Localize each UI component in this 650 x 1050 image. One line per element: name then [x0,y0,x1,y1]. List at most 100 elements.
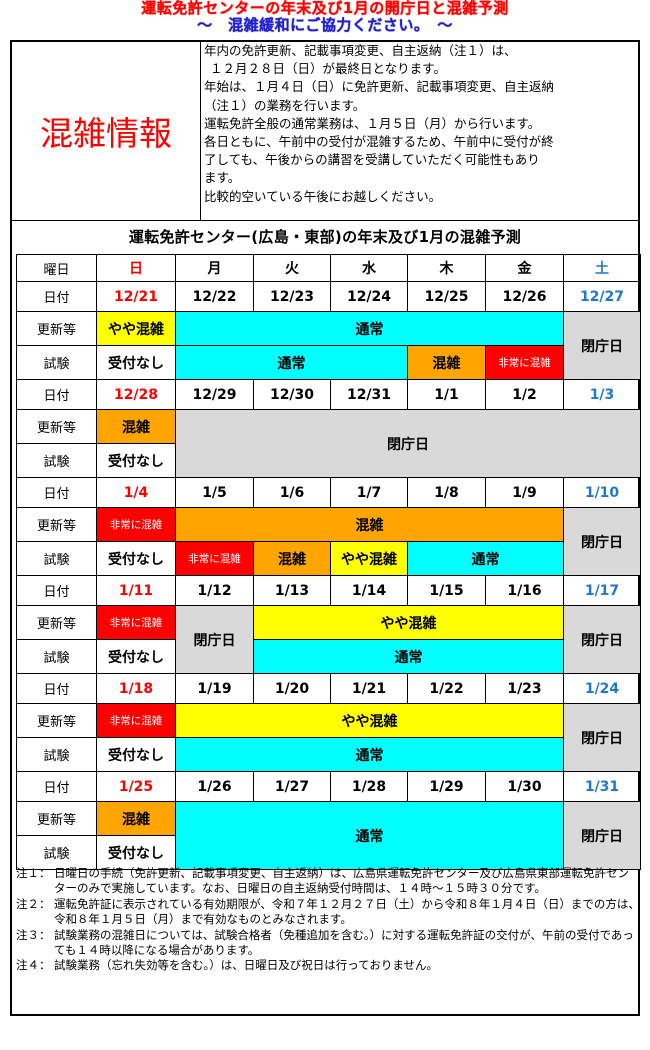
weekday-header: 金 [485,254,564,282]
date-cell: 12/22 [175,281,254,312]
status-somewhat-busy: やや混雑 [330,541,408,576]
date-cell: 1/5 [175,477,254,508]
status-closed: 閉庁日 [563,507,641,576]
date-cell: 1/2 [485,379,564,410]
status-very-busy: 非常に混雑 [485,345,564,380]
status-no-reception: 受付なし [96,443,176,478]
label-exam: 試験 [16,345,97,380]
date-cell: 1/18 [96,673,176,704]
status-busy: 混雑 [175,507,564,542]
date-cell: 1/11 [96,575,176,606]
status-no-reception: 受付なし [96,345,176,380]
date-cell: 1/21 [330,673,408,704]
info-line: ます。 [204,170,241,186]
date-cell: 1/25 [96,771,176,802]
divider [12,220,638,221]
date-cell: 1/6 [253,477,331,508]
status-busy: 混雑 [96,801,176,836]
date-cell: 1/29 [407,771,486,802]
status-closed: 閉庁日 [563,801,641,870]
page-title: 運転免許センターの年末及び1月の開庁日と混雑予測 [141,0,509,17]
date-cell: 12/24 [330,281,408,312]
table-title: 運転免許センター(広島・東部)の年末及び1月の混雑予測 [128,228,522,246]
label-renewal: 更新等 [16,311,97,346]
date-cell: 1/22 [407,673,486,704]
label-exam: 試験 [16,639,97,674]
notes: 注１： 日曜日の手続（免許更新、記載事項変更、自主返納）は、広島県運転免許センター… [16,866,640,974]
date-cell: 1/24 [563,673,641,704]
note-4: 注４： 試験業務（忘れ失効等を含む。）は、日曜日及び祝日は行っておりません。 [16,958,438,973]
date-cell: 1/23 [485,673,564,704]
status-somewhat-busy: やや混雑 [253,605,564,640]
label-renewal: 更新等 [16,605,97,640]
date-cell: 12/30 [253,379,331,410]
date-cell: 1/4 [96,477,176,508]
weekday-header: 水 [330,254,408,282]
label-exam: 試験 [16,541,97,576]
info-line: １２月２８日（日）が最終日となります。 [210,61,446,77]
status-very-busy: 非常に混雑 [96,605,176,640]
status-busy: 混雑 [253,541,331,576]
status-closed: 閉庁日 [563,311,641,380]
label-date: 日付 [16,379,97,410]
info-line: 年始は、１月４日（日）に免許更新、記載事項変更、自主返納 [204,79,555,95]
status-normal: 通常 [253,639,564,674]
date-cell: 1/17 [563,575,641,606]
status-closed: 閉庁日 [563,605,641,674]
date-cell: 1/19 [175,673,254,704]
status-normal: 通常 [175,311,564,346]
page-subtitle: ～ 混雑緩和にご協力ください。 ～ [197,16,453,34]
label-date: 日付 [16,477,97,508]
date-cell: 1/27 [253,771,331,802]
info-line: 比較的空いている午後にお越しください。 [204,188,442,204]
info-line: 了しても、午後からの講習を受講していただく可能性もあり [204,152,540,168]
date-cell: 1/15 [407,575,486,606]
label-exam: 試験 [16,443,97,478]
date-cell: 1/31 [563,771,641,802]
status-busy: 混雑 [96,409,176,444]
status-very-busy: 非常に混雑 [96,703,176,738]
weekday-header: 日 [96,254,176,282]
status-busy: 混雑 [407,345,486,380]
date-cell: 1/8 [407,477,486,508]
status-no-reception: 受付なし [96,541,176,576]
date-cell: 1/1 [407,379,486,410]
date-cell: 1/10 [563,477,641,508]
label-date: 日付 [16,771,97,802]
date-cell: 1/13 [253,575,331,606]
weekday-header: 木 [407,254,486,282]
label-renewal: 更新等 [16,801,97,836]
status-normal: 通常 [175,801,564,870]
date-cell: 12/27 [563,281,641,312]
congestion-info-heading: 混雑情報 [12,42,201,220]
status-no-reception: 受付なし [96,835,176,870]
congestion-info-text: 年内の免許更新、記載事項変更、自主返納（注１）は、 １２月２８日（日）が最終日と… [204,42,636,218]
status-normal: 通常 [175,345,408,380]
date-cell: 12/26 [485,281,564,312]
date-cell: 1/28 [330,771,408,802]
status-closed: 閉庁日 [563,703,641,772]
date-cell: 12/21 [96,281,176,312]
status-no-reception: 受付なし [96,737,176,772]
label-renewal: 更新等 [16,703,97,738]
status-normal: 通常 [175,737,564,772]
note-1: 注１： 日曜日の手続（免許更新、記載事項変更、自主返納）は、広島県運転免許センター… [16,866,629,896]
label-date: 日付 [16,281,97,312]
date-cell: 1/12 [175,575,254,606]
info-line: 運転免許全般の通常業務は、１月５日（月）から行います。 [204,115,541,131]
date-cell: 1/14 [330,575,408,606]
date-cell: 1/9 [485,477,564,508]
date-cell: 12/23 [253,281,331,312]
date-cell: 1/30 [485,771,564,802]
date-cell: 12/28 [96,379,176,410]
label-date: 日付 [16,575,97,606]
info-line: （注１）の業務を行います。 [204,97,366,113]
note-2: 注２： 運転免許証に表示されている有効期限が、令和７年１２月２７日（土）から令和８… [16,896,640,927]
weekday-header: 火 [253,254,331,282]
label-exam: 試験 [16,835,97,870]
date-cell: 12/25 [407,281,486,312]
status-very-busy: 非常に混雑 [175,541,254,576]
date-cell: 12/29 [175,379,254,410]
date-cell: 1/16 [485,575,564,606]
label-renewal: 更新等 [16,409,97,444]
